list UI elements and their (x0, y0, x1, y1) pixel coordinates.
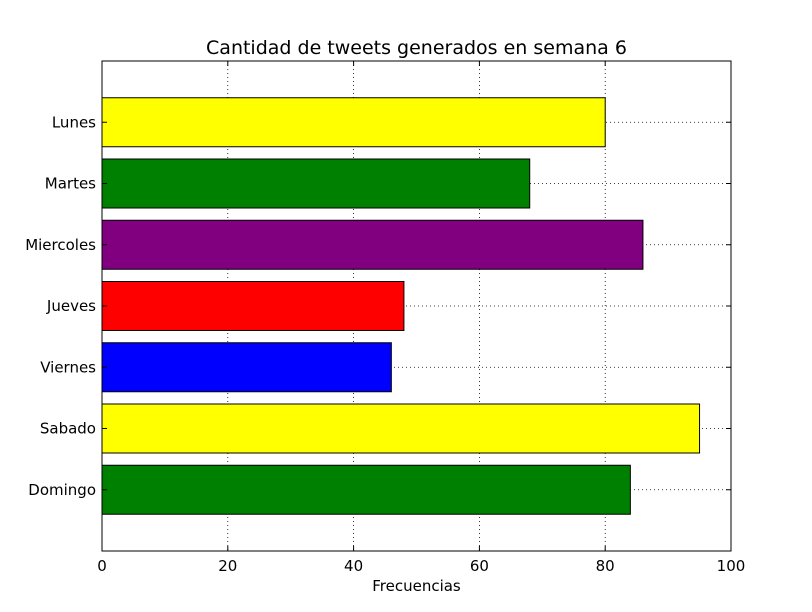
bar-sabado (101, 403, 701, 454)
bars (101, 97, 701, 515)
bar-jueves (101, 281, 405, 331)
x-axis-tick-labels: 0 20 40 60 80 100 (97, 557, 745, 575)
y-tick-label-sabado: Sabado (40, 420, 96, 438)
y-tick-label-lunes: Lunes (52, 113, 96, 131)
x-tick-label: 40 (344, 557, 363, 575)
y-tick-label-miercoles: Miercoles (25, 236, 96, 254)
y-tick-label-martes: Martes (45, 175, 96, 193)
y-tick-label-domingo: Domingo (28, 481, 96, 499)
bar-lunes (101, 97, 606, 148)
x-axis-label: Frecuencias (372, 577, 461, 595)
axis-ticks (101, 61, 732, 551)
bar-domingo (101, 464, 631, 515)
y-tick-label-viernes: Viernes (40, 358, 96, 376)
x-tick-label: 100 (717, 557, 746, 575)
bar-martes (101, 158, 531, 209)
x-tick-label: 60 (470, 557, 489, 575)
x-tick-label: 80 (596, 557, 615, 575)
chart-title: Cantidad de tweets generados en semana 6 (206, 37, 627, 59)
x-tick-label: 0 (97, 557, 107, 575)
bar-viernes (101, 342, 392, 393)
bar-miercoles (101, 219, 644, 270)
x-tick-label: 20 (218, 557, 237, 575)
y-axis-tick-labels: Lunes Martes Miercoles Jueves Viernes Sabado D… (25, 113, 96, 499)
y-tick-label-jueves: Jueves (46, 297, 96, 315)
